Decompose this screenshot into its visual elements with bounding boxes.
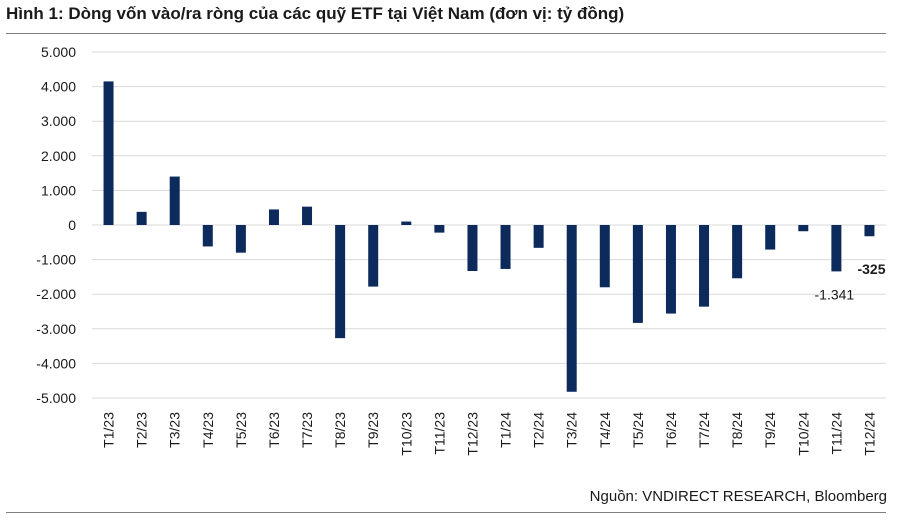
bar [566, 225, 577, 392]
x-tick-label: T9/23 [365, 412, 381, 448]
data-label: -1.341 [815, 286, 855, 302]
x-tick-label: T10/24 [795, 412, 811, 456]
x-tick-label: T11/23 [431, 412, 447, 455]
x-tick-label: T8/23 [332, 412, 348, 448]
y-tick-label: -3.000 [36, 321, 76, 337]
x-tick-label: T1/24 [498, 412, 514, 448]
x-tick-label: T2/23 [134, 412, 150, 448]
x-tick-label: T3/24 [564, 412, 580, 448]
x-tick-label: T6/24 [663, 412, 679, 448]
bar [467, 225, 478, 272]
x-tick-label: T4/23 [200, 412, 216, 448]
bar [732, 225, 743, 279]
bar [765, 225, 776, 250]
x-tick-label: T9/24 [762, 412, 778, 448]
bar [136, 211, 147, 225]
bar [268, 209, 279, 225]
chart-title: Hình 1: Dòng vốn vào/ra ròng của các quỹ… [6, 4, 625, 23]
bar [169, 176, 180, 225]
bar [202, 225, 213, 247]
bar [302, 206, 313, 225]
x-tick-label: T7/23 [299, 412, 315, 448]
y-tick-label: -1.000 [36, 252, 76, 268]
y-tick-label: 0 [68, 217, 76, 233]
bar [335, 225, 346, 339]
x-tick-label: T12/23 [464, 412, 480, 456]
y-tick-label: 3.000 [41, 113, 76, 129]
y-tick-label: 4.000 [41, 79, 76, 95]
y-tick-label: -4.000 [36, 355, 76, 371]
x-tick-label: T3/23 [167, 412, 183, 448]
x-tick-label: T8/24 [729, 412, 745, 448]
bar-chart: 5.000 4.000 3.000 2.000 1.000 0 -1.000 -2.000 -3… [36, 44, 886, 456]
x-tick-label: T12/24 [861, 412, 877, 456]
bar [864, 225, 875, 237]
x-tick-label: T11/24 [828, 412, 844, 455]
y-tick-label: 1.000 [41, 182, 76, 198]
bar [434, 225, 445, 233]
x-tick-label: T5/23 [233, 412, 249, 448]
bar [401, 221, 412, 225]
source-note: Nguồn: VNDIRECT RESEARCH, Bloomberg [589, 488, 887, 505]
bar [368, 225, 379, 287]
x-tick-label: T5/24 [630, 412, 646, 448]
bar [103, 81, 114, 225]
x-tick-label: T1/23 [101, 412, 117, 448]
bar [500, 225, 511, 269]
bottom-divider [6, 512, 886, 513]
data-label: -325 [857, 261, 885, 277]
bar [665, 225, 676, 314]
y-tick-label: -2.000 [36, 286, 76, 302]
x-tick-label: T2/24 [531, 412, 547, 448]
x-tick-label: T4/24 [597, 412, 613, 448]
bar [235, 225, 246, 253]
top-divider [6, 33, 886, 34]
y-tick-label: 2.000 [41, 148, 76, 164]
y-tick-label: 5.000 [41, 44, 76, 60]
x-tick-label: T6/23 [266, 412, 282, 448]
bar [831, 225, 842, 272]
x-tick-label: T10/23 [398, 412, 414, 456]
bar [632, 225, 643, 323]
bar [699, 225, 710, 307]
bar [533, 225, 544, 248]
y-tick-label: -5.000 [36, 390, 76, 406]
x-tick-label: T7/24 [696, 412, 712, 448]
bar [798, 225, 809, 232]
bar [599, 225, 610, 288]
